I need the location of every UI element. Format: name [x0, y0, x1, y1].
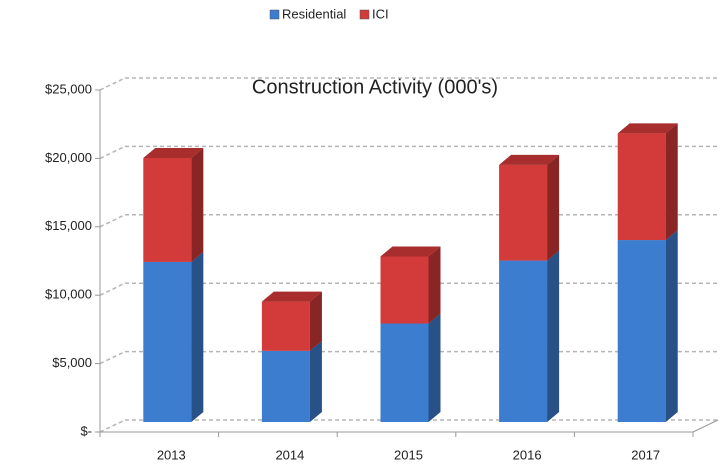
- bar: [617, 240, 666, 422]
- y-tick-label: $20,000: [45, 150, 92, 165]
- bar: [499, 164, 548, 261]
- bar-face: [143, 147, 204, 158]
- x-tick-label: 2013: [157, 447, 186, 462]
- bar-shade: [309, 340, 322, 422]
- grid-line: [99, 350, 126, 365]
- y-tick-label: $5,000: [52, 355, 92, 370]
- y-tick-label: $10,000: [45, 287, 92, 302]
- bar-face: [191, 147, 204, 262]
- bar-face: [191, 251, 204, 422]
- bar-face: [309, 291, 322, 351]
- bar-shade: [261, 291, 322, 302]
- bar-shade: [499, 154, 560, 165]
- bar: [380, 256, 429, 324]
- legend-swatch: [359, 9, 370, 20]
- bar: [143, 157, 192, 262]
- bar-shade: [428, 313, 441, 422]
- bar-shade: [665, 230, 678, 422]
- grid-line: [99, 282, 126, 296]
- x-tick-label: 2016: [513, 447, 542, 462]
- bar-shade: [309, 291, 322, 351]
- bar-shade: [547, 154, 560, 261]
- bar: [617, 133, 666, 241]
- bar: [499, 260, 548, 422]
- grid-line: [99, 419, 126, 433]
- y-tick-label: $-: [80, 423, 92, 438]
- legend-label: ICI: [372, 6, 389, 21]
- bar-face: [309, 340, 322, 422]
- y-tick-label: $25,000: [45, 81, 92, 96]
- grid-line: [99, 145, 126, 160]
- bar-shade: [428, 246, 441, 324]
- bar-face: [547, 250, 560, 422]
- x-tick-label: 2014: [275, 447, 304, 462]
- bar: [261, 301, 310, 351]
- bar-shade: [143, 147, 204, 158]
- bar: [261, 350, 310, 422]
- bar-shade: [547, 250, 560, 422]
- y-tick-label: $15,000: [45, 218, 92, 233]
- bar-face: [499, 154, 560, 165]
- bar-face: [617, 123, 678, 134]
- legend-label: Residential: [282, 6, 346, 21]
- floor-edge: [692, 419, 719, 433]
- bar-face: [547, 154, 560, 261]
- bar-face: [428, 313, 441, 422]
- bar-face: [665, 123, 678, 241]
- bar: [143, 261, 192, 422]
- bar-face: [261, 291, 322, 302]
- grid-line: [99, 77, 126, 91]
- bar-face: [428, 246, 441, 324]
- bar-face: [380, 246, 441, 257]
- bar: [380, 323, 429, 422]
- grid-line: [99, 214, 126, 228]
- legend-swatch: [269, 9, 280, 20]
- bar-face: [665, 230, 678, 422]
- bar-shade: [665, 123, 678, 241]
- chart-title: Construction Activity (000's): [252, 76, 498, 98]
- x-tick-label: 2015: [394, 447, 423, 462]
- x-tick-label: 2017: [631, 447, 660, 462]
- bar-shade: [617, 123, 678, 134]
- bar-shade: [191, 251, 204, 422]
- bar-shade: [191, 147, 204, 262]
- bar-shade: [380, 246, 441, 257]
